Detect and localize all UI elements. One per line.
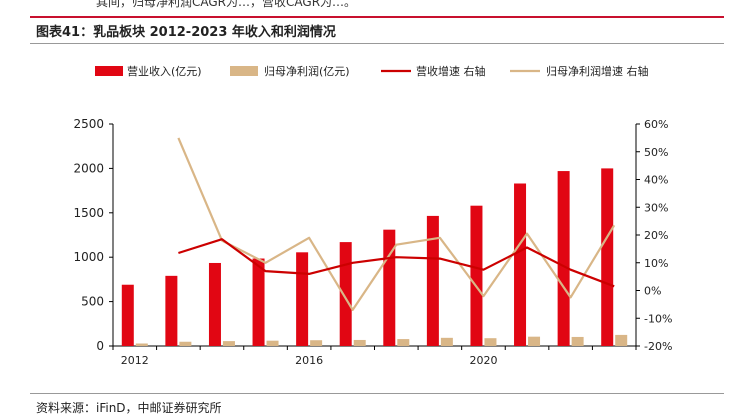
- right-tick-label: -20%: [644, 340, 672, 353]
- profit-bar: [397, 339, 410, 346]
- profit-bar: [310, 340, 323, 346]
- revenue-bar: [208, 262, 221, 346]
- revenue-bar: [514, 183, 527, 346]
- profit-bar: [528, 336, 541, 346]
- revenue-growth-line: [178, 238, 615, 288]
- figure-title: 图表41：乳品板块 2012-2023 年收入和利润情况: [36, 25, 336, 40]
- profit-bar: [135, 343, 148, 346]
- profit-bar: [571, 336, 584, 346]
- left-tick-label: 2000: [73, 161, 104, 175]
- top-rule: [30, 16, 724, 18]
- right-tick-label: 0%: [644, 285, 661, 298]
- axes: 0 500 1000 1500 2000 2500 60% 50% 40% 30% 20% 10% 0%…: [73, 117, 672, 367]
- revenue-bar: [557, 171, 570, 346]
- right-tick-label: 50%: [644, 146, 668, 159]
- revenue-bar: [165, 275, 178, 346]
- x-tick-label: 2016: [295, 354, 323, 367]
- revenue-bar: [470, 205, 483, 346]
- lines: [177, 137, 616, 311]
- revenue-bar: [252, 258, 265, 346]
- bottom-rule: [30, 393, 724, 394]
- legend-revenue-label: 营业收入(亿元): [127, 64, 202, 78]
- legend-profit-swatch: [230, 66, 258, 76]
- profit-bar: [353, 339, 366, 346]
- left-tick-label: 1000: [73, 250, 104, 264]
- legend-revenue-growth-label: 营收增速 右轴: [416, 64, 486, 78]
- x-tick-label: 2012: [121, 354, 149, 367]
- right-tick-label: 60%: [644, 118, 668, 131]
- revenue-bar: [339, 242, 352, 346]
- left-tick-label: 500: [81, 295, 104, 309]
- right-tick-label: -10%: [644, 312, 672, 325]
- legend-profit-label: 归母净利润(亿元): [264, 64, 350, 78]
- legend: 营业收入(亿元) 归母净利润(亿元) 营收增速 右轴 归母净利润增速 右轴: [95, 64, 649, 78]
- bars: [121, 168, 628, 346]
- profit-growth-line: [177, 137, 616, 311]
- left-tick-label: 0: [96, 339, 104, 353]
- legend-revenue-swatch: [95, 66, 123, 76]
- right-tick-label: 40%: [644, 174, 668, 187]
- revenue-bar: [296, 252, 309, 346]
- source-note: 资料来源：iFinD，中邮证券研究所: [36, 401, 222, 415]
- right-tick-label: 10%: [644, 257, 668, 270]
- top-text-snippet: 其间，归母净利润CAGR为…，营收CAGR为…。: [96, 0, 357, 9]
- x-tick-label: 2020: [469, 354, 497, 367]
- profit-bar: [266, 340, 279, 346]
- left-tick-label: 2500: [73, 117, 104, 131]
- revenue-bar: [121, 284, 134, 346]
- profit-bar: [179, 341, 192, 346]
- right-tick-label: 20%: [644, 229, 668, 242]
- revenue-bar: [426, 215, 439, 346]
- profit-bar: [222, 341, 235, 346]
- legend-profit-growth-label: 归母净利润增速 右轴: [546, 64, 649, 78]
- title-rule: [30, 43, 724, 44]
- right-tick-label: 30%: [644, 201, 668, 214]
- revenue-bar: [601, 168, 614, 346]
- profit-bar: [615, 334, 628, 346]
- profit-bar: [440, 337, 453, 346]
- profit-bar: [484, 338, 497, 346]
- left-tick-label: 1500: [73, 206, 104, 220]
